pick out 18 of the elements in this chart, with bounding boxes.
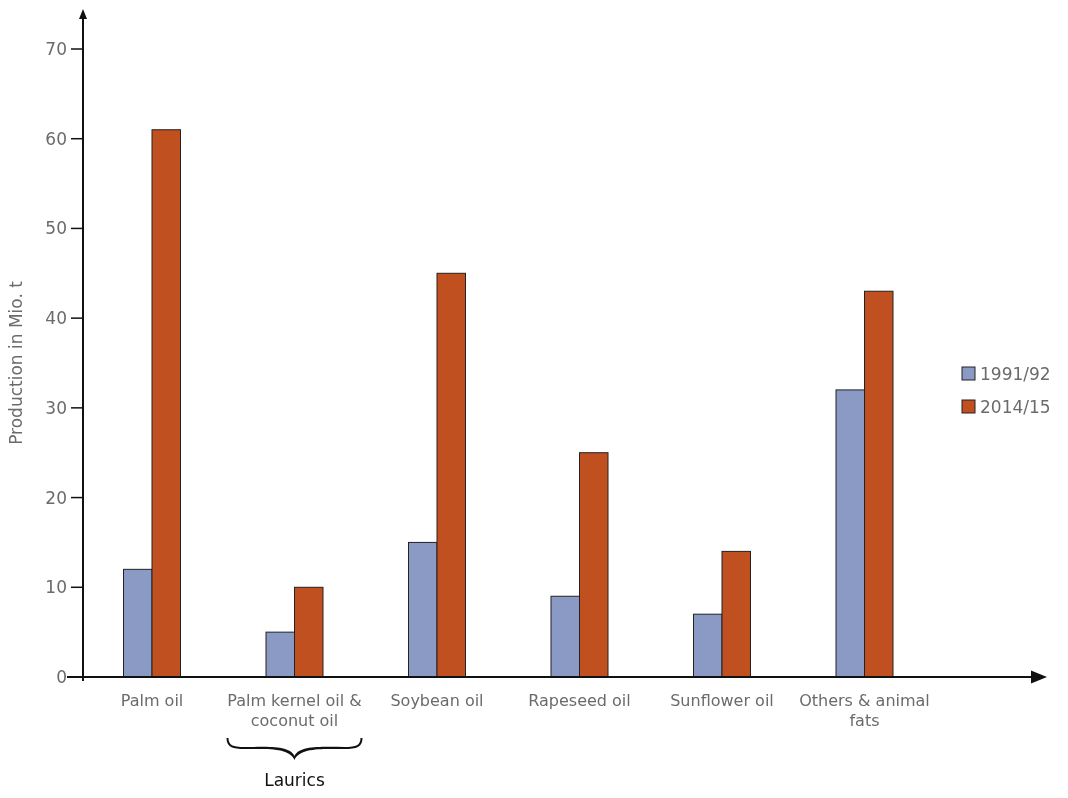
y-axis-title: Production in Mio. t [6,280,26,445]
x-tick-label: Palm kernel oil & coconut oil [227,691,362,730]
y-tick-label: 50 [45,218,67,239]
x-tick-label: Soybean oil [390,691,484,710]
x-tick-label: Palm oil [120,691,184,710]
x-tick-label: Others & animal fats [799,691,930,730]
x-tick-label: Rapeseed oil [528,691,631,710]
y-tick-label: 30 [45,397,67,418]
y-tick-label: 20 [45,487,67,508]
y-tick-label: 40 [45,308,67,329]
text: Laurics [264,770,325,790]
x-tick-label: Sunflower oil [670,691,774,710]
y-tick-label: 70 [45,38,67,59]
legend-label: 2014/15 [980,396,1051,417]
y-tick-label: 0 [56,666,67,687]
legend-label: 1991/92 [980,363,1051,384]
y-tick-label: 60 [45,128,67,149]
y-tick-label: 10 [45,577,67,598]
